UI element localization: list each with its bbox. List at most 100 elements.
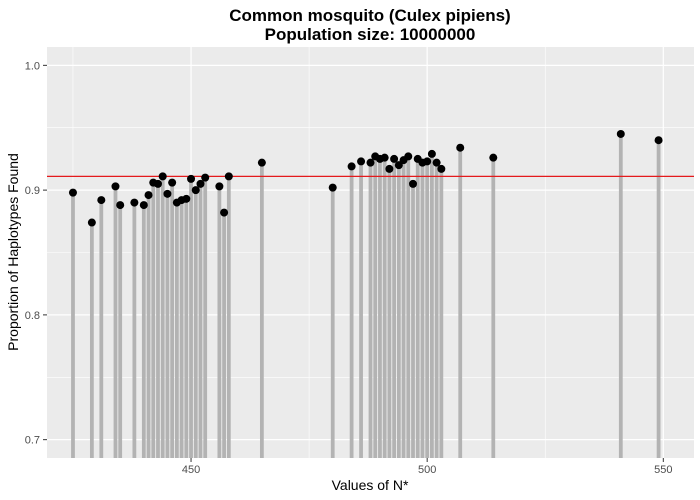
x-axis: 450 500 550 (182, 458, 672, 476)
bar (118, 205, 123, 458)
bar (392, 158, 397, 458)
bar (156, 183, 160, 458)
bar (198, 183, 203, 458)
data-point (357, 157, 366, 166)
bar (434, 162, 439, 458)
bar (368, 162, 373, 458)
data-point (97, 196, 106, 205)
bar (430, 153, 434, 458)
bar (189, 178, 193, 458)
bar (382, 157, 387, 458)
bar (132, 202, 137, 458)
data-point (347, 162, 356, 171)
bar (411, 183, 415, 458)
x-axis-title: Values of N* (332, 477, 409, 493)
chart-subtitle: Population size: 10000000 (265, 25, 476, 44)
bar (179, 200, 184, 458)
data-point (139, 201, 148, 210)
bar (151, 182, 156, 458)
bar (170, 182, 175, 458)
bar (184, 198, 189, 458)
data-point (456, 143, 465, 152)
bar (425, 161, 430, 459)
data-point (182, 194, 191, 203)
data-point (432, 158, 441, 167)
x-tick-label: 550 (654, 464, 672, 476)
points (68, 129, 663, 227)
y-tick-label: 0.9 (25, 185, 40, 197)
data-point (427, 149, 436, 158)
bar (373, 156, 378, 458)
bar (99, 200, 104, 458)
y-tick-label: 1.0 (25, 60, 40, 72)
bars (71, 133, 661, 459)
bar (656, 140, 661, 458)
data-point (87, 218, 96, 227)
data-point (423, 157, 432, 166)
bar (193, 190, 198, 459)
bar (401, 160, 406, 458)
bar (415, 158, 420, 458)
y-axis-title: Proportion of Haplotypes Found (5, 153, 21, 351)
data-point (168, 178, 177, 187)
bar (396, 165, 401, 459)
data-point (220, 208, 229, 217)
data-point (187, 174, 196, 183)
x-tick-label: 450 (182, 464, 200, 476)
x-tick-label: 500 (418, 464, 436, 476)
bar (217, 186, 222, 458)
bar (378, 158, 382, 458)
bar (113, 186, 118, 458)
bar (618, 133, 623, 458)
bar (226, 176, 231, 458)
data-point (158, 172, 167, 181)
bar (491, 157, 496, 458)
data-point (385, 164, 394, 173)
bar (359, 161, 363, 459)
data-point (68, 188, 77, 197)
bar (160, 176, 165, 458)
data-point (163, 189, 172, 198)
bar (259, 162, 264, 458)
data-point (116, 201, 125, 210)
data-point (616, 129, 625, 138)
bar (387, 168, 392, 458)
data-point (380, 153, 389, 162)
data-point (654, 136, 663, 145)
data-point (215, 182, 224, 191)
bar (165, 193, 170, 459)
data-point (224, 172, 233, 181)
data-point (328, 183, 337, 192)
chart-title: Common mosquito (Culex pipiens) (229, 6, 510, 25)
bar (146, 195, 151, 458)
bar (349, 166, 354, 458)
y-tick-label: 0.8 (25, 310, 40, 322)
data-point (366, 158, 375, 167)
data-point (394, 161, 403, 170)
data-point (257, 158, 266, 167)
y-axis: 0.7 0.8 0.9 1.0 (25, 60, 47, 447)
data-point (404, 152, 413, 161)
data-point (437, 164, 446, 173)
data-point (130, 198, 139, 207)
bar (89, 222, 94, 458)
bar (203, 177, 208, 459)
data-point (153, 179, 162, 188)
bar (71, 192, 75, 458)
data-point (489, 153, 498, 162)
bar (420, 162, 425, 458)
bar (222, 212, 226, 458)
y-tick-label: 0.7 (25, 435, 40, 447)
data-point (390, 154, 399, 163)
data-point (144, 191, 153, 200)
bar (141, 205, 146, 458)
bar (406, 156, 411, 458)
data-point (191, 186, 200, 195)
data-point (111, 182, 120, 191)
bar (330, 187, 335, 458)
data-point (196, 179, 205, 188)
data-point (409, 179, 418, 188)
bar (458, 147, 463, 458)
bar (439, 168, 444, 458)
